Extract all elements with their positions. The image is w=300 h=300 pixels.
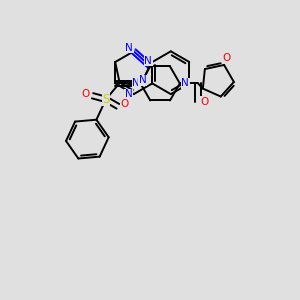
Text: N: N <box>124 89 132 99</box>
Text: N: N <box>132 78 140 88</box>
Text: O: O <box>120 99 129 109</box>
Text: N: N <box>181 78 189 88</box>
Text: O: O <box>82 89 90 99</box>
Text: O: O <box>200 97 209 106</box>
Text: O: O <box>222 53 231 63</box>
Text: N: N <box>144 56 152 66</box>
Text: S: S <box>102 93 110 106</box>
Text: N: N <box>139 76 146 85</box>
Text: N: N <box>125 43 133 53</box>
